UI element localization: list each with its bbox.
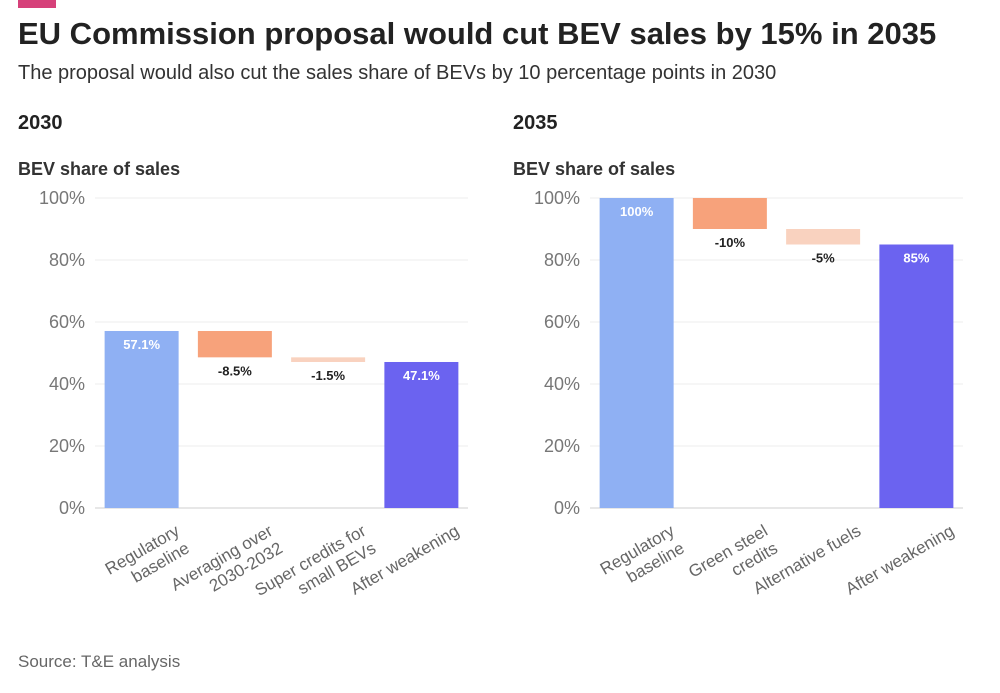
panel-title-2035: 2035	[513, 112, 558, 134]
bar-2030	[384, 361, 459, 508]
bar-2030	[104, 330, 179, 508]
bar-2030	[291, 357, 366, 362]
data-label-2035: 100%	[620, 204, 654, 219]
panel-title-2030: 2030	[18, 112, 63, 134]
data-label-2030: -8.5%	[218, 363, 252, 378]
chart-title: EU Commission proposal would cut BEV sal…	[18, 16, 937, 51]
y-tick-label: 20%	[49, 436, 85, 456]
y-tick-label: 100%	[39, 188, 85, 208]
chart-subtitle: The proposal would also cut the sales sh…	[18, 62, 777, 84]
source-note: Source: T&E analysis	[18, 652, 181, 671]
y-axis-title-2030: BEV share of sales	[18, 159, 181, 179]
y-axis-title-2035: BEV share of sales	[513, 159, 676, 179]
data-label-2030: -1.5%	[311, 368, 345, 383]
data-label-2030: 57.1%	[123, 337, 160, 352]
y-tick-label: 0%	[554, 498, 580, 518]
y-tick-label: 40%	[49, 374, 85, 394]
bar-2035	[879, 244, 954, 508]
y-tick-label: 60%	[544, 312, 580, 332]
data-label-2035: -10%	[715, 235, 746, 250]
bar-2035	[692, 198, 767, 229]
bar-2035	[786, 229, 861, 245]
y-tick-label: 40%	[544, 374, 580, 394]
data-label-2035: 85%	[903, 251, 929, 266]
y-tick-label: 80%	[49, 250, 85, 270]
y-tick-label: 20%	[544, 436, 580, 456]
y-tick-label: 0%	[59, 498, 85, 518]
y-tick-label: 100%	[534, 188, 580, 208]
data-label-2030: 47.1%	[403, 368, 440, 383]
bar-2030	[197, 330, 272, 358]
y-tick-label: 60%	[49, 312, 85, 332]
y-tick-label: 80%	[544, 250, 580, 270]
data-label-2035: -5%	[812, 251, 836, 266]
x-category-label: Regulatorybaseline	[597, 521, 688, 596]
accent-bar	[18, 0, 56, 8]
bar-2035	[599, 198, 674, 508]
